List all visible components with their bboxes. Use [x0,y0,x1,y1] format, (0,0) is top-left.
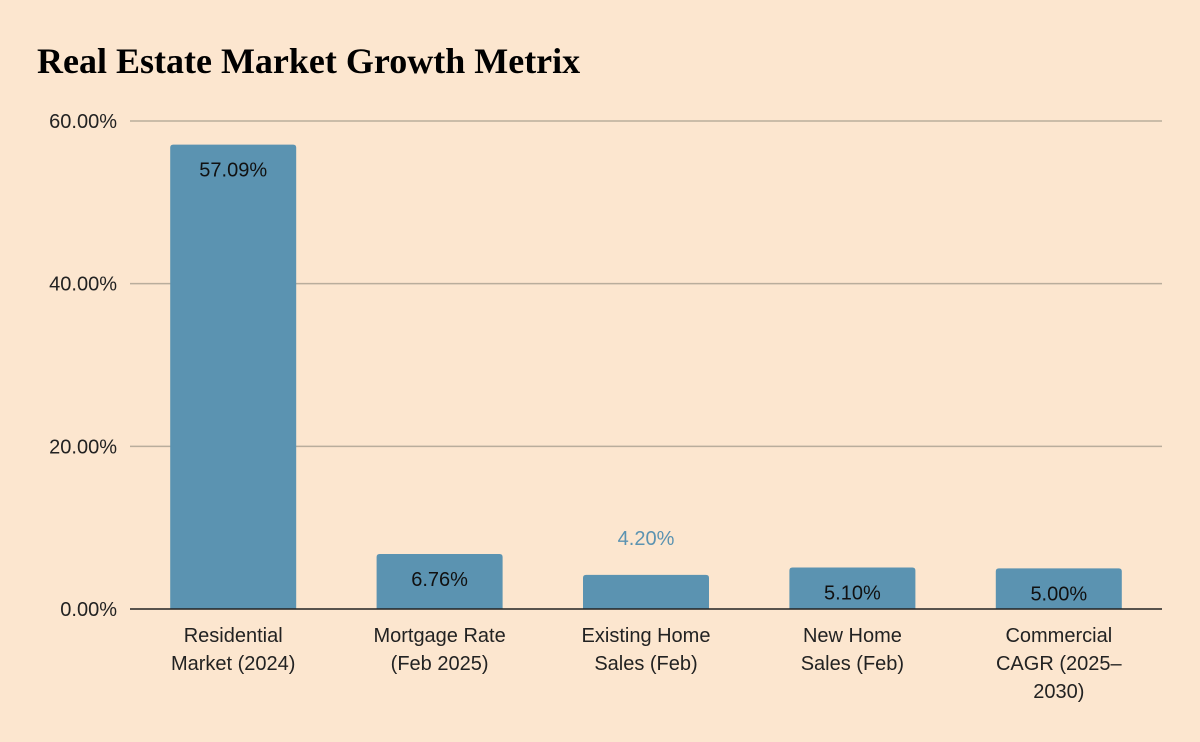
bar [789,567,916,609]
y-tick-label: 20.00% [49,436,117,458]
y-axis-ticks: 0.00% 20.00% 40.00% 60.00% [49,111,117,621]
y-tick-label: 40.00% [49,274,117,296]
bar-value-label: 5.00% [1030,583,1087,605]
x-category-label: Mortgage Rate (Feb 2025) [373,625,505,675]
x-category-label: Commercial CAGR (2025– 2030) [996,625,1122,703]
x-category-label: Existing Home Sales (Feb) [582,625,711,675]
value-labels: 57.09% 6.76% 4.20% 5.10% 5.00% [199,160,1087,606]
bar [170,144,297,609]
bar-value-label: 57.09% [199,160,267,182]
bar [995,568,1122,609]
bars [170,144,1122,609]
bar [376,554,503,609]
x-category-label: New Home Sales (Feb) [801,625,904,675]
x-category-label: Residential Market (2024) [171,625,296,675]
chart-title: Real Estate Market Growth Metrix [37,41,580,81]
y-tick-label: 0.00% [60,599,117,621]
y-tick-label: 60.00% [49,111,117,133]
gridlines [130,120,1162,448]
bar [583,574,709,609]
bar-value-label: 6.76% [411,569,468,591]
bar-value-label: 5.10% [824,583,881,605]
x-axis-categories: Residential Market (2024) Mortgage Rate (Fe… [171,625,1123,703]
bar-value-label: 4.20% [618,528,675,550]
